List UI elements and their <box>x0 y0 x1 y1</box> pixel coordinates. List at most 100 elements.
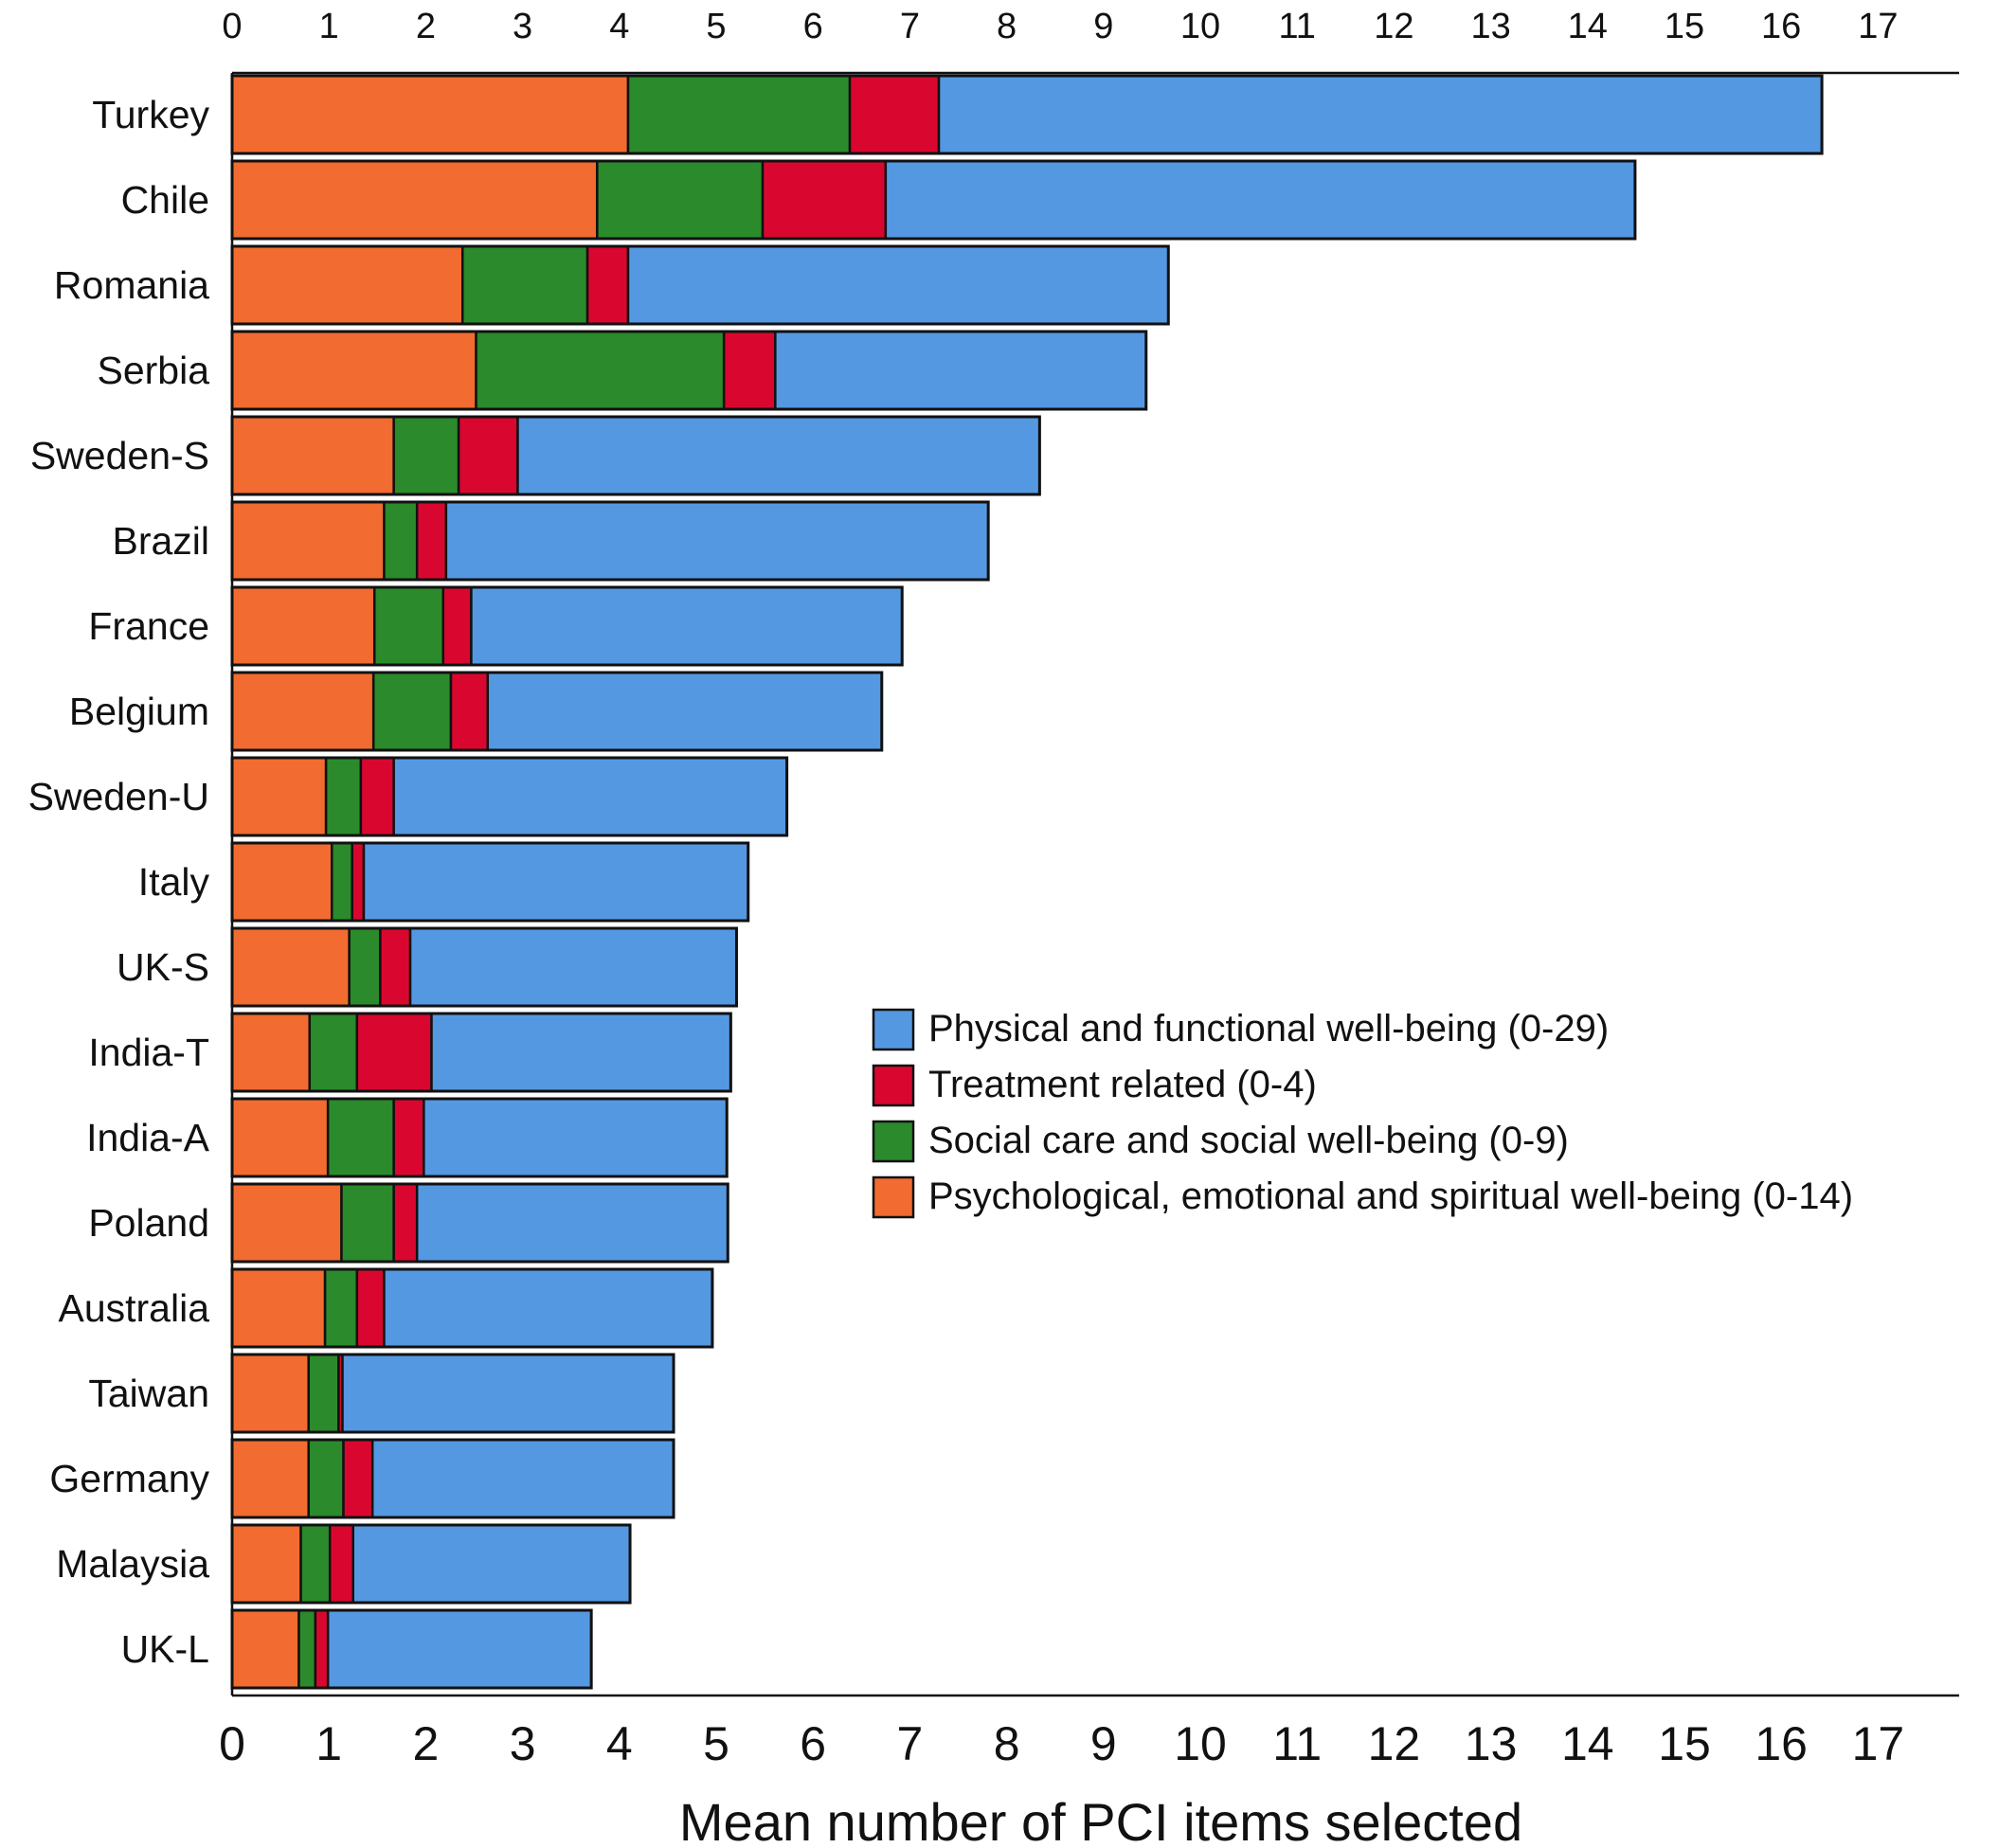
bar-segment <box>415 1182 729 1264</box>
legend-label: Social care and social well-being (0-9) <box>928 1120 1569 1161</box>
bar-outline <box>230 415 1041 496</box>
category-label: UK-L <box>121 1627 209 1671</box>
bottom-tick-label: 6 <box>800 1717 826 1770</box>
bar-segment <box>230 1523 302 1605</box>
category-label: Germany <box>49 1457 209 1500</box>
top-tick-label: 7 <box>900 7 920 46</box>
bar-row <box>230 1097 729 1178</box>
category-label: France <box>88 604 209 648</box>
category-label: India-T <box>88 1031 209 1074</box>
bar-outline <box>230 1182 729 1264</box>
legend-label: Physical and functional well-being (0-29… <box>928 1008 1609 1050</box>
bar-row <box>230 1353 675 1434</box>
top-tick-label: 9 <box>1093 7 1113 46</box>
bottom-tick-label: 13 <box>1465 1717 1518 1770</box>
legend-swatch <box>872 1120 915 1163</box>
bar-segment <box>230 585 376 667</box>
bar-row <box>230 330 1148 411</box>
top-axis-ticks: 0 1 2 3 4 5 6 7 8 9 10 11 12 13 14 15 16 17 <box>222 7 1898 46</box>
bar-segment <box>307 1353 340 1434</box>
bar-segment <box>383 500 419 582</box>
bar-segment <box>626 244 1170 326</box>
legend-item: Treatment related (0-4) <box>872 1064 1317 1107</box>
bar-row <box>230 671 884 752</box>
bar-segment <box>761 159 888 241</box>
bar-outline <box>230 74 1824 155</box>
legend: Physical and functional well-being (0-29… <box>872 1008 1853 1219</box>
bottom-tick-label: 5 <box>703 1717 729 1770</box>
bottom-tick-label: 12 <box>1368 1717 1421 1770</box>
category-label: Poland <box>88 1201 209 1245</box>
category-label: UK-S <box>117 945 209 989</box>
bottom-axis-ticks: 0 1 2 3 4 5 6 7 8 9 10 11 12 13 14 15 16 17 <box>219 1717 1904 1770</box>
bar-segment <box>460 244 589 326</box>
bar-segment <box>362 841 749 923</box>
bar-segment <box>370 1438 675 1519</box>
bottom-tick-label: 4 <box>606 1717 633 1770</box>
bar-segment <box>230 1097 330 1178</box>
bar-outline <box>230 1353 675 1434</box>
bar-segment <box>331 841 353 923</box>
top-tick-label: 4 <box>609 7 629 46</box>
bar-segment <box>449 671 490 752</box>
bar-segment <box>230 671 375 752</box>
bar-row <box>230 1267 714 1349</box>
bar-segment <box>324 756 363 837</box>
bar-outline <box>230 1267 714 1349</box>
category-label: India-A <box>86 1116 210 1159</box>
bar-segment <box>326 1608 593 1690</box>
bar-row <box>230 756 789 837</box>
bar-segment <box>328 1523 354 1605</box>
bar-segment <box>351 841 366 923</box>
bar-row <box>230 500 990 582</box>
bottom-tick-label: 0 <box>219 1717 245 1770</box>
bar-row <box>230 1523 632 1605</box>
bar-segment <box>371 671 453 752</box>
bar-segment <box>423 1097 729 1178</box>
bar-outline <box>230 244 1170 326</box>
bar-segment <box>230 841 333 923</box>
bar-segment <box>475 330 726 411</box>
top-tick-label: 17 <box>1858 7 1898 46</box>
top-tick-label: 16 <box>1761 7 1801 46</box>
bar-segment <box>848 74 941 155</box>
category-label: Australia <box>58 1286 209 1330</box>
top-tick-label: 15 <box>1665 7 1704 46</box>
top-tick-label: 5 <box>706 7 726 46</box>
legend-item: Social care and social well-being (0-9) <box>872 1120 1569 1163</box>
bar-segment <box>392 415 460 496</box>
bar-segment <box>359 756 395 837</box>
top-tick-label: 2 <box>416 7 436 46</box>
bar-segment <box>392 756 788 837</box>
bottom-tick-label: 17 <box>1852 1717 1905 1770</box>
bar-segment <box>372 585 445 667</box>
bar-segment <box>392 1097 425 1178</box>
category-label: Belgium <box>69 690 209 733</box>
category-label: Chile <box>121 178 209 222</box>
bar-segment <box>341 1353 675 1434</box>
bar-segment <box>230 330 477 411</box>
legend-swatch <box>872 1064 915 1107</box>
bar-segment <box>326 1097 395 1178</box>
bar-outline <box>230 1438 675 1519</box>
bar-row <box>230 1438 675 1519</box>
bar-outline <box>230 585 904 667</box>
bar-segment <box>444 500 990 582</box>
bar-segment <box>470 585 904 667</box>
bar-outline <box>230 330 1148 411</box>
bar-outline <box>230 1523 632 1605</box>
bar-outline <box>230 756 789 837</box>
bar-segment <box>415 500 448 582</box>
category-label: Romania <box>54 263 209 307</box>
bar-segment <box>230 159 599 241</box>
top-tick-label: 6 <box>803 7 823 46</box>
bottom-tick-label: 1 <box>315 1717 342 1770</box>
bar-row <box>230 244 1170 326</box>
bar-segment <box>355 1267 386 1349</box>
bar-segment <box>937 74 1824 155</box>
category-label: Serbia <box>97 349 209 392</box>
bar-segment <box>230 244 464 326</box>
bar-segment <box>230 1353 310 1434</box>
bar-row <box>230 159 1637 241</box>
